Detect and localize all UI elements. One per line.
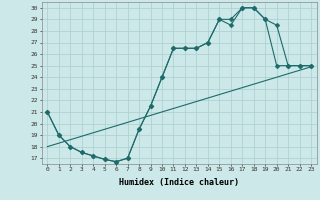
X-axis label: Humidex (Indice chaleur): Humidex (Indice chaleur) [119, 178, 239, 187]
